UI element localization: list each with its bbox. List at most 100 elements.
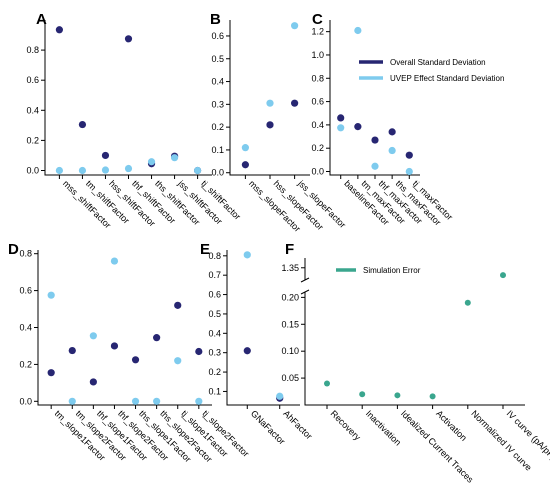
panel-a-point-uvep (170, 154, 179, 162)
panel-d-point-uvep (110, 257, 119, 265)
panel-a-letter: A (36, 11, 47, 28)
panel-e-ytick-label: 0.7 (208, 270, 221, 280)
panel-b-letter: B (210, 11, 221, 28)
panel-e-ytick-label: 0.5 (208, 309, 221, 319)
panel-f-axis-lower (304, 292, 525, 406)
panel-f-ytick-label: 1.35 (281, 263, 299, 273)
panel-f-category-label: Normalized IV curve (469, 408, 533, 472)
panel-f-category-label: Idealized Current Traces (399, 408, 476, 485)
panel-a-ytick-label: 0.4 (26, 105, 39, 115)
panel-d-point-overall (89, 378, 97, 386)
panel-f-point-sim (500, 272, 506, 279)
panel-b-point-overall (266, 121, 274, 129)
panel-a-point-uvep (101, 166, 110, 174)
panel-f-ytick-label: 0.10 (281, 346, 299, 356)
panel-a-point-overall (124, 35, 133, 43)
panel-a: A0.00.20.40.60.8mss_shiftFactortm_shiftF… (26, 11, 242, 230)
panel-e-point-overall (243, 347, 251, 355)
legend-f: Simulation Error (336, 266, 421, 275)
panel-a-ytick-label: 0.2 (26, 135, 39, 145)
panel-c-ytick-label: 1.2 (311, 27, 324, 37)
panel-d-point-overall (110, 342, 119, 350)
panel-a-point-uvep (78, 166, 87, 175)
panel-d-point-uvep (131, 397, 140, 405)
legend-uvep-label: UVEP Effect Standard Deviation (390, 74, 504, 83)
panel-c-ytick-label: 0.4 (311, 120, 324, 130)
panel-f-point-sim (359, 391, 366, 398)
panel-a-ytick-label: 0.6 (26, 75, 39, 85)
panel-c-point-uvep (337, 124, 345, 132)
panel-e-ytick-label: 0.6 (208, 290, 221, 300)
panel-a-point-overall (101, 151, 110, 160)
panel-a-point-uvep (124, 164, 133, 173)
panel-e-point-uvep (243, 251, 251, 259)
panel-f-point-sim (429, 393, 436, 400)
panel-d-ytick-label: 0.2 (19, 359, 32, 369)
panel-b-ytick-label: 0.0 (211, 168, 224, 178)
panel-f-ytick-label: 0.20 (281, 292, 299, 302)
panel-b-point-overall (291, 99, 299, 107)
panel-c-ytick-label: 0.8 (311, 73, 324, 83)
panel-d-point-uvep (174, 357, 182, 365)
panel-d-ytick-label: 0.6 (19, 286, 32, 296)
panel-b: B0.00.10.20.30.40.50.6mss_slopeFactorhss… (210, 11, 348, 234)
panel-d-axes (37, 250, 212, 406)
panel-b-ytick-label: 0.4 (211, 77, 224, 87)
panel-d-point-overall (131, 356, 140, 364)
panel-a-ytick-label: 0.8 (26, 45, 39, 55)
panel-f-axis-break (300, 289, 310, 295)
panel-b-ytick-label: 0.2 (211, 122, 224, 132)
panel-c-ytick-label: 0.6 (311, 97, 324, 107)
panel-c-letter: C (312, 11, 323, 28)
panel-c-point-uvep (354, 26, 362, 35)
panel-c-axes (329, 20, 420, 176)
panel-c-point-overall (405, 151, 413, 159)
panel-f-ytick-label: 0.15 (281, 319, 299, 329)
panel-c-ytick-label: 0.2 (311, 143, 324, 153)
panel-c-ytick-label: 0.0 (311, 167, 324, 177)
panel-a-ytick-label: 0.0 (26, 165, 39, 175)
panel-d-point-overall (195, 347, 203, 356)
panel-b-ytick-label: 0.5 (211, 54, 224, 64)
panel-b-point-overall (241, 161, 249, 169)
legend-sim-label: Simulation Error (363, 266, 421, 275)
panel-d-point-uvep (195, 397, 203, 405)
panel-a-point-uvep (194, 166, 202, 175)
panel-b-point-uvep (266, 99, 274, 107)
panel-d-ytick-label: 0.8 (19, 249, 32, 259)
panel-a-point-overall (55, 26, 63, 34)
panel-f-letter: F (285, 241, 294, 258)
panel-d-point-uvep (68, 397, 76, 405)
panel-e-point-uvep (276, 392, 284, 400)
panel-d-point-overall (153, 334, 161, 342)
panel-b-ytick-label: 0.3 (211, 99, 224, 109)
panel-c-ytick-label: 1.0 (311, 50, 324, 60)
panel-c-point-uvep (371, 162, 379, 170)
panel-f-point-sim (464, 299, 471, 306)
panel-c-point-overall (354, 123, 362, 131)
panel-d-point-uvep (153, 397, 161, 405)
panel-d-letter: D (8, 241, 19, 258)
panel-c-point-uvep (405, 167, 413, 176)
panel-e-ytick-label: 0.3 (208, 348, 221, 358)
panel-f-category-label: Inactivation (364, 408, 403, 447)
panel-f-point-sim (324, 380, 330, 387)
panel-f-category-label: Recovery (329, 408, 363, 442)
panel-c: C0.00.20.40.60.81.01.2baselineFactortm_m… (311, 11, 454, 228)
panel-e-ytick-label: 0.4 (208, 328, 221, 338)
panel-c-point-overall (388, 128, 396, 136)
panel-d-point-overall (68, 346, 76, 355)
panel-b-ytick-label: 0.1 (211, 145, 224, 155)
panel-a-point-uvep (147, 158, 156, 166)
panel-e-ytick-label: 0.1 (208, 386, 221, 396)
panel-b-axes (229, 20, 310, 176)
panel-c-point-overall (337, 114, 345, 122)
panel-a-axes (44, 20, 212, 176)
panel-f-axis-break (300, 277, 310, 283)
panel-b-ytick-label: 0.6 (211, 31, 224, 41)
panel-f-ytick-label: 0.05 (281, 373, 299, 383)
panel-f-category-label: Activation (434, 408, 469, 443)
panel-d-ytick-label: 0.4 (19, 323, 32, 333)
panel-e-axes (226, 250, 300, 406)
panel-e-category-label: AhFactor (281, 408, 314, 441)
